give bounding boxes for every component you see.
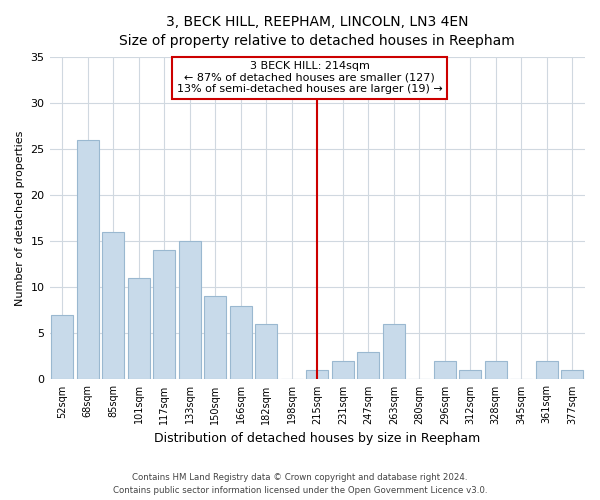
Bar — [230, 306, 251, 380]
Bar — [256, 324, 277, 380]
Bar — [332, 361, 353, 380]
Bar — [383, 324, 404, 380]
Bar — [103, 232, 124, 380]
Bar — [358, 352, 379, 380]
Text: 3 BECK HILL: 214sqm
← 87% of detached houses are smaller (127)
13% of semi-detac: 3 BECK HILL: 214sqm ← 87% of detached ho… — [177, 61, 442, 94]
Bar — [154, 250, 175, 380]
Bar — [536, 361, 557, 380]
Title: 3, BECK HILL, REEPHAM, LINCOLN, LN3 4EN
Size of property relative to detached ho: 3, BECK HILL, REEPHAM, LINCOLN, LN3 4EN … — [119, 15, 515, 48]
Text: Contains HM Land Registry data © Crown copyright and database right 2024.
Contai: Contains HM Land Registry data © Crown c… — [113, 474, 487, 495]
Bar — [128, 278, 149, 380]
Bar — [52, 315, 73, 380]
Bar — [307, 370, 328, 380]
Bar — [434, 361, 455, 380]
Bar — [179, 241, 200, 380]
X-axis label: Distribution of detached houses by size in Reepham: Distribution of detached houses by size … — [154, 432, 481, 445]
Bar — [205, 296, 226, 380]
Bar — [460, 370, 481, 380]
Y-axis label: Number of detached properties: Number of detached properties — [15, 130, 25, 306]
Bar — [485, 361, 506, 380]
Bar — [77, 140, 98, 380]
Bar — [562, 370, 583, 380]
